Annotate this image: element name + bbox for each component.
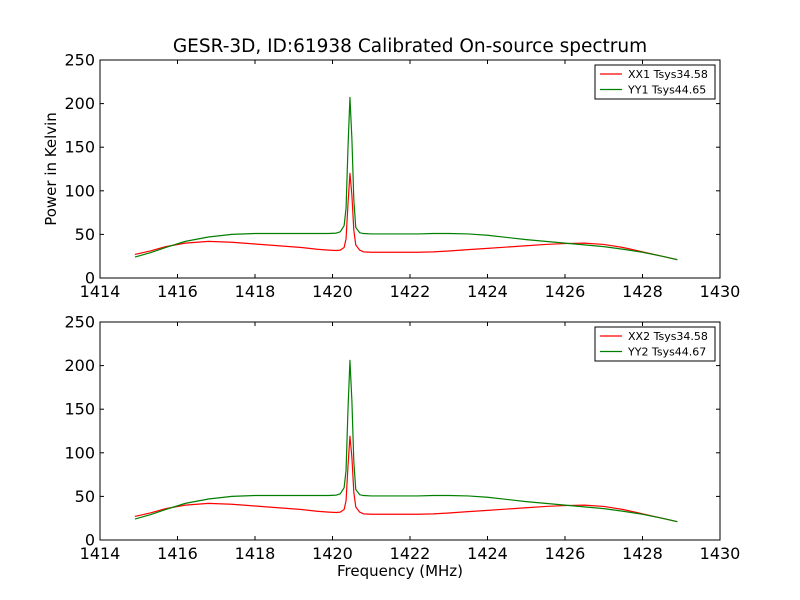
- legend-label: YY1 Tsys44.65: [627, 84, 706, 97]
- x-tick-label: 1428: [622, 282, 663, 301]
- y-tick-label: 50: [75, 487, 95, 506]
- y-tick-label: 250: [64, 313, 95, 332]
- legend-label: XX2 Tsys34.58: [628, 330, 708, 343]
- x-axis-title: Frequency (MHz): [337, 562, 463, 580]
- x-tick-label: 1424: [467, 282, 508, 301]
- x-tick-label: 1426: [545, 544, 586, 563]
- y-tick-label: 50: [75, 225, 95, 244]
- legend: XX2 Tsys34.58 YY2 Tsys44.67: [594, 326, 716, 362]
- x-tick-label: 1428: [622, 544, 663, 563]
- x-tick-label: 1422: [390, 544, 431, 563]
- y-tick-label: 250: [64, 51, 95, 70]
- x-tick-label: 1418: [235, 282, 276, 301]
- x-tick-label: 1422: [390, 282, 431, 301]
- figure-title: GESR-3D, ID:61938 Calibrated On-source s…: [173, 36, 647, 57]
- legend-box: [594, 326, 716, 362]
- x-tick-label: 1416: [157, 282, 198, 301]
- x-tick-label: 1420: [312, 282, 353, 301]
- series-line-xx1: [134, 172, 678, 261]
- y-tick-label: 0: [85, 531, 95, 550]
- x-tick-label: 1430: [700, 544, 741, 563]
- x-tick-label: 1430: [700, 282, 741, 301]
- legend-box: [594, 64, 716, 100]
- x-tick-label: 1420: [312, 544, 353, 563]
- x-tick-label: 1426: [545, 282, 586, 301]
- bottom-spectrum-panel: 1414 1416 1418 1420 1422 1424 1426 1428 1430 0 50 1…: [64, 313, 740, 581]
- y-tick-label: 100: [64, 181, 95, 200]
- x-tick-label: 1414: [80, 282, 121, 301]
- series-line-yy2: [134, 359, 678, 523]
- series-group: [134, 96, 678, 261]
- x-tick-label: 1424: [467, 544, 508, 563]
- legend: XX1 Tsys34.58 YY1 Tsys44.65: [594, 64, 716, 100]
- series-group: [134, 359, 678, 523]
- legend-label: XX1 Tsys34.58: [628, 68, 708, 81]
- y-axis-title: Power in Kelvin: [42, 112, 60, 226]
- y-tick-label: 150: [64, 138, 95, 157]
- x-tick-label: 1418: [235, 544, 276, 563]
- y-tick-label: 0: [85, 269, 95, 288]
- series-line-xx2: [134, 435, 678, 523]
- y-tick-label: 200: [64, 356, 95, 375]
- x-tick-label: 1414: [80, 544, 121, 563]
- y-tick-label: 150: [64, 400, 95, 419]
- x-tick-label: 1416: [157, 544, 198, 563]
- y-tick-label: 100: [64, 443, 95, 462]
- y-tick-label: 200: [64, 94, 95, 113]
- top-spectrum-panel: 1414 1416 1418 1420 1422 1424 1426 1428 1430 0 50 1…: [42, 51, 740, 302]
- legend-label: YY2 Tsys44.67: [627, 346, 706, 359]
- series-line-yy1: [134, 96, 678, 261]
